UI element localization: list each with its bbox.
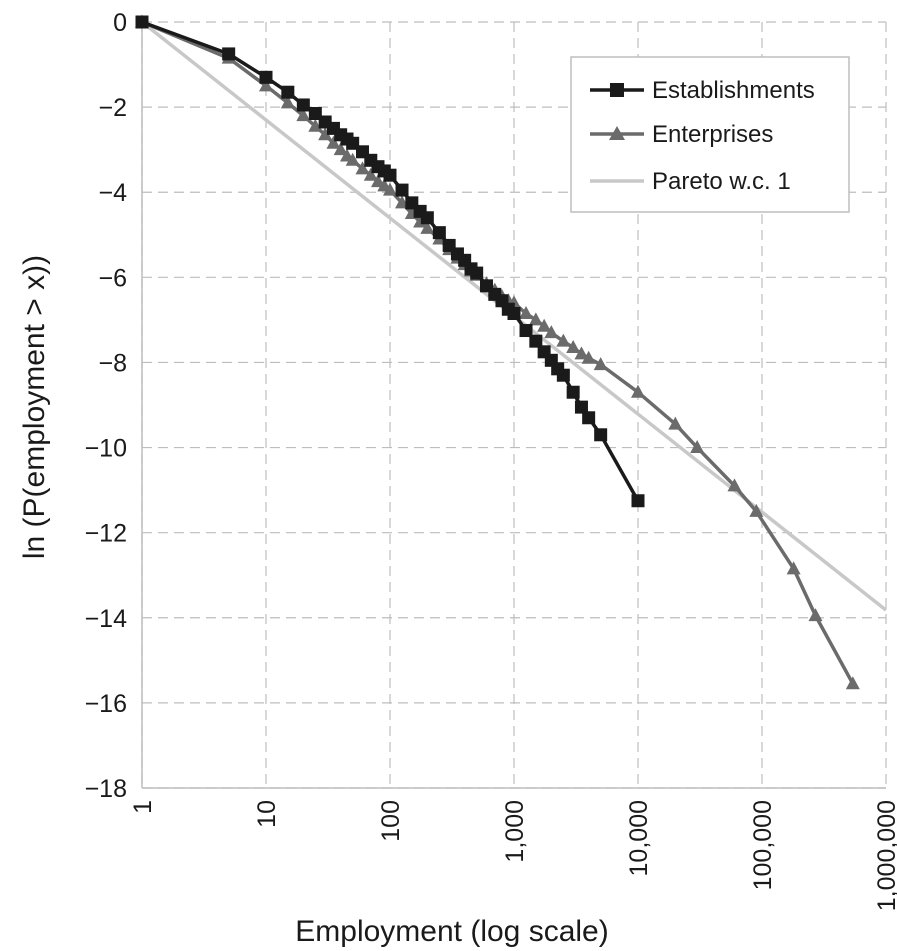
enterprises-point — [749, 503, 764, 517]
x-tick-label: 1,000 — [501, 800, 529, 863]
enterprises-point — [593, 357, 608, 371]
x-tick-label: 1 — [129, 800, 157, 814]
enterprises-point — [345, 152, 360, 166]
legend-item-establishments: Establishments — [590, 77, 815, 104]
establishments-point — [566, 385, 580, 399]
legend-label-establishments: Establishments — [652, 77, 815, 104]
establishments-point — [395, 183, 409, 197]
enterprises-point — [566, 340, 581, 354]
y-tick-label: −2 — [98, 94, 127, 122]
y-tick-label: 0 — [113, 9, 127, 37]
enterprises-point — [259, 78, 273, 92]
x-tick-label: 100,000 — [749, 800, 777, 890]
series-establishments — [135, 15, 645, 508]
enterprises-point — [786, 561, 801, 575]
establishments-point — [594, 428, 608, 442]
x-axis-title: Employment (log scale) — [295, 915, 608, 948]
enterprises-point — [318, 127, 333, 141]
series-layer — [135, 14, 888, 690]
enterprises-point — [413, 214, 428, 228]
enterprises-point — [355, 161, 370, 175]
enterprises-point — [363, 167, 378, 181]
legend-item-enterprises: Enterprises — [590, 121, 773, 148]
establishments-point — [582, 411, 596, 425]
x-tick-label: 10 — [253, 800, 281, 828]
establishments-point — [470, 266, 484, 280]
establishments-point — [135, 15, 149, 29]
enterprises-point — [808, 608, 823, 622]
enterprises-point — [668, 416, 683, 430]
establishments-point — [259, 70, 273, 84]
enterprises-point — [383, 182, 397, 196]
x-tick-label: 10,000 — [625, 800, 653, 876]
y-tick-label: −6 — [98, 264, 127, 292]
enterprises-point — [519, 306, 534, 320]
y-tick-label: −4 — [98, 179, 127, 207]
legend-label-pareto: Pareto w.c. 1 — [652, 168, 791, 195]
y-tick-label: −10 — [85, 435, 127, 463]
establishments-point — [346, 136, 360, 150]
establishments-point — [420, 211, 434, 225]
enterprises-point — [528, 312, 543, 326]
enterprises-point — [326, 135, 341, 149]
grid — [141, 21, 887, 789]
establishments-point — [574, 400, 588, 414]
establishments-point — [556, 368, 570, 382]
enterprises-point — [544, 325, 559, 339]
enterprises-point — [280, 95, 295, 109]
establishments-point — [308, 106, 322, 120]
y-tick-label: −14 — [85, 605, 128, 633]
y-axis-title: ln (P(employment > x)) — [18, 255, 51, 559]
x-tick-label: 100 — [377, 800, 405, 842]
establishments-point — [529, 334, 543, 348]
legend: Establishments Enterprises Pareto w.c. 1 — [570, 56, 850, 213]
enterprises-point — [420, 220, 435, 234]
y-tick-label: −18 — [85, 775, 127, 803]
establishments-point — [519, 324, 533, 338]
enterprises-point — [727, 478, 742, 492]
enterprises-point — [581, 350, 596, 364]
y-tick-label: −12 — [85, 520, 127, 548]
enterprises-point — [690, 440, 705, 454]
enterprises-point — [556, 333, 571, 347]
y-tick-label: −16 — [85, 690, 127, 718]
establishments-point — [432, 226, 446, 240]
enterprises-point — [296, 108, 311, 122]
establishments-point — [296, 98, 310, 112]
legend-label-enterprises: Enterprises — [652, 121, 773, 148]
establishments-point — [507, 307, 521, 321]
establishments-point — [631, 494, 645, 508]
enterprises-point — [574, 346, 589, 360]
y-tick-label: −8 — [98, 349, 127, 377]
establishments-point — [222, 47, 236, 61]
x-tick-label: 1,000,000 — [873, 800, 897, 911]
tick-labels: 0 −2 −4 −6 −8 −10 −12 −14 −16 −181 10 100 1,000 10,00… — [85, 9, 897, 911]
enterprises-point — [845, 676, 860, 690]
establishments-point — [383, 168, 397, 182]
enterprises-point — [537, 318, 552, 332]
enterprises-point — [631, 384, 645, 398]
enterprises-point — [308, 118, 323, 132]
legend-item-pareto: Pareto w.c. 1 — [590, 168, 791, 195]
enterprises-point — [333, 142, 348, 156]
establishments-point — [281, 85, 295, 99]
